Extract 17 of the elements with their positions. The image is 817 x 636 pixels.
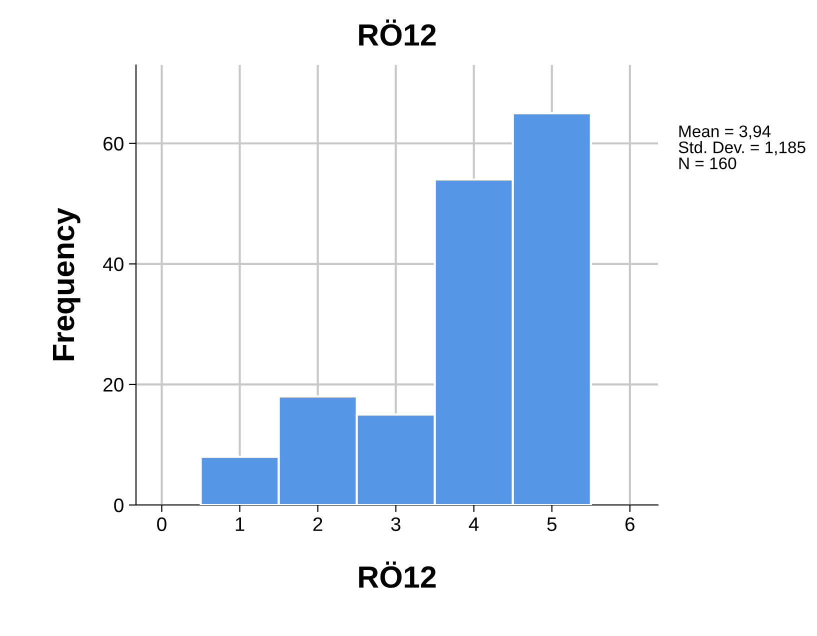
x-tick-label: 5: [547, 518, 556, 532]
text: N = 160: [679, 157, 736, 170]
text: Std. Dev. = 1,185: [678, 141, 806, 156]
x-tick-label: 1: [236, 518, 244, 531]
x-tick-label: 2: [313, 517, 322, 531]
x-tick-label: 0: [157, 517, 166, 532]
y-tick-label: 40: [103, 257, 124, 272]
y-axis-title: Frequency: [52, 208, 80, 360]
x-tick-label: 6: [625, 517, 634, 532]
text: Mean = 3,94: [679, 125, 771, 140]
x-tick-label: 3: [391, 517, 400, 532]
y-tick-label: 60: [104, 136, 124, 151]
y-tick-label: 0: [114, 498, 124, 512]
x-tick-label: 4: [468, 518, 479, 531]
x-axis-title: RÖ12: [359, 562, 436, 588]
chart-title: RÖ12: [359, 19, 436, 46]
y-tick-label: 20: [104, 378, 124, 392]
